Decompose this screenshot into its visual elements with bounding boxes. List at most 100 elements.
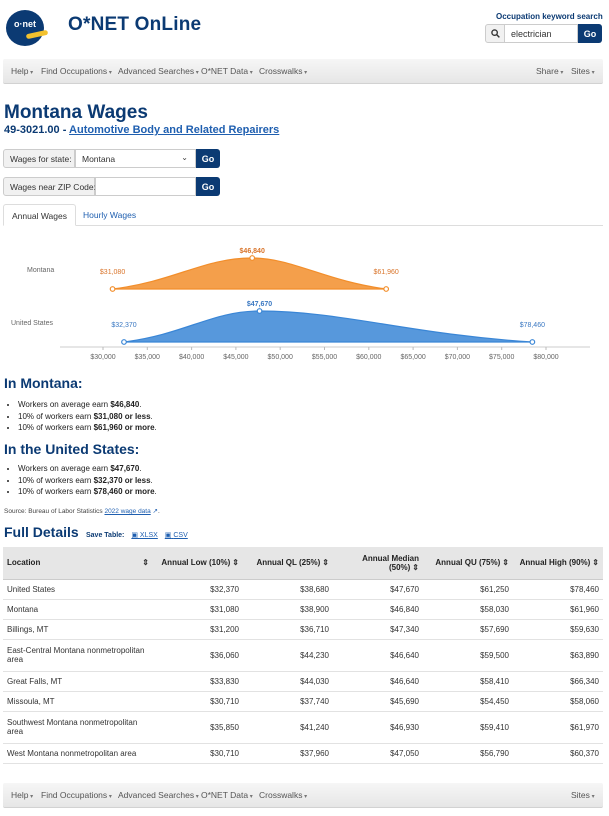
list-item: 10% of workers earn $78,460 or more. <box>18 486 157 498</box>
nav-advanced-searches[interactable]: Advanced Searches <box>118 66 199 76</box>
nav-sites[interactable]: Sites <box>571 66 595 76</box>
x-tick-label: $65,000 <box>400 354 425 361</box>
chevron-down-icon: ⌄ <box>181 153 188 162</box>
sort-icon: ⇕ <box>142 558 149 568</box>
table-row: Southwest Montana nonmetropolitan area $3… <box>3 711 603 744</box>
external-link-icon: ↗ <box>150 508 158 515</box>
col-annual-high[interactable]: Annual High (90%) ⇕ <box>513 547 603 580</box>
montana-heading: In Montana: <box>4 375 83 391</box>
row-value: $78,460 <box>513 579 603 600</box>
row-value: $30,710 <box>153 691 243 712</box>
nav-share[interactable]: Share <box>536 66 563 76</box>
row-location: Great Falls, MT <box>3 671 153 692</box>
nav-advanced-searches[interactable]: Advanced Searches <box>118 790 199 800</box>
data-point-median <box>256 308 263 314</box>
col-annual-qu[interactable]: Annual QU (75%) ⇕ <box>423 547 513 580</box>
occupation-line: 49-3021.00 - Automotive Body and Related… <box>4 124 279 136</box>
data-point-median <box>249 255 256 261</box>
row-value: $61,250 <box>423 579 513 600</box>
series-area-montana <box>112 257 387 290</box>
table-row: United States $32,370 $38,680 $47,670 $61,25… <box>3 579 603 600</box>
col-annual-ql[interactable]: Annual QL (25%) ⇕ <box>243 547 333 580</box>
col-annual-median[interactable]: Annual Median (50%) ⇕ <box>333 547 423 580</box>
row-value: $57,690 <box>423 619 513 640</box>
row-value: $66,340 <box>513 671 603 692</box>
sort-icon: ⇕ <box>322 558 329 568</box>
full-details-heading: Full Details <box>4 524 79 540</box>
row-value: $59,410 <box>423 711 513 744</box>
row-value: $46,640 <box>333 639 423 672</box>
us-facts: Workers on average earn $47,670. 10% of … <box>18 463 157 498</box>
nav-sites[interactable]: Sites <box>571 790 595 800</box>
series-label: Montana <box>27 267 54 274</box>
table-row: Billings, MT $31,200 $36,710 $47,340 $57,690… <box>3 619 603 640</box>
page-title: Montana Wages <box>4 102 148 123</box>
zip-input[interactable] <box>95 177 196 196</box>
row-value: $36,060 <box>153 639 243 672</box>
x-tick-label: $80,000 <box>533 354 558 361</box>
zip-go-button[interactable]: Go <box>196 177 220 196</box>
x-tick-label: $55,000 <box>312 354 337 361</box>
nav-onet-data[interactable]: O*NET Data <box>201 790 253 800</box>
occupation-code: 49-3021.00 - <box>4 124 70 136</box>
source-link[interactable]: 2022 wage data <box>104 508 151 515</box>
download-xlsx-link[interactable]: ▣ XLSX <box>131 532 158 539</box>
row-value: $37,740 <box>243 691 333 712</box>
data-point-low <box>121 339 127 345</box>
row-location: West Montana nonmetropolitan area <box>3 743 153 764</box>
row-value: $36,710 <box>243 619 333 640</box>
row-value: $58,410 <box>423 671 513 692</box>
occupation-link[interactable]: Automotive Body and Related Repairers <box>69 124 280 136</box>
table-row: East-Central Montana nonmetropolitan are… <box>3 639 603 672</box>
nav-find-occupations[interactable]: Find Occupations <box>41 790 112 800</box>
search-input[interactable] <box>505 24 578 43</box>
row-value: $47,340 <box>333 619 423 640</box>
sort-icon: ⇕ <box>592 558 599 568</box>
row-value: $37,960 <box>243 743 333 764</box>
nav-help[interactable]: Help <box>11 66 33 76</box>
file-icon: ▣ <box>131 532 138 539</box>
row-location: Missoula, MT <box>3 691 153 712</box>
row-value: $46,930 <box>333 711 423 744</box>
data-label-median: $47,670 <box>247 301 272 308</box>
data-label-low: $31,080 <box>100 269 125 276</box>
row-value: $44,230 <box>243 639 333 672</box>
nav-crosswalks[interactable]: Crosswalks <box>259 66 307 76</box>
zip-label: Wages near ZIP Code: <box>3 177 96 196</box>
x-tick-label: $75,000 <box>489 354 514 361</box>
data-label-high: $61,960 <box>374 269 399 276</box>
row-location: Montana <box>3 599 153 620</box>
search-label: Occupation keyword search <box>496 12 603 21</box>
row-value: $32,370 <box>153 579 243 600</box>
search-go-button[interactable]: Go <box>578 24 602 43</box>
download-csv-link[interactable]: ▣ CSV <box>164 532 188 539</box>
data-point-high <box>383 286 390 292</box>
nav-find-occupations[interactable]: Find Occupations <box>41 66 112 76</box>
row-value: $61,970 <box>513 711 603 744</box>
nav-crosswalks[interactable]: Crosswalks <box>259 790 307 800</box>
nav-onet-data[interactable]: O*NET Data <box>201 66 253 76</box>
state-select[interactable]: Montana ⌄ <box>75 149 196 168</box>
state-go-button[interactable]: Go <box>196 149 220 168</box>
row-value: $56,790 <box>423 743 513 764</box>
data-point-low <box>109 286 116 292</box>
col-annual-low[interactable]: Annual Low (10%) ⇕ <box>153 547 243 580</box>
tab-hourly-wages[interactable]: Hourly Wages <box>83 210 137 220</box>
top-nav: Help Find Occupations Advanced Searches … <box>3 59 603 84</box>
brand-title[interactable]: O*NET OnLine <box>68 14 202 35</box>
onet-logo[interactable]: o·net <box>6 10 49 46</box>
row-value: $30,710 <box>153 743 243 764</box>
row-value: $59,630 <box>513 619 603 640</box>
row-value: $41,240 <box>243 711 333 744</box>
x-tick-label: $30,000 <box>90 354 115 361</box>
col-location[interactable]: Location ⇕ <box>3 547 153 580</box>
tab-annual-wages[interactable]: Annual Wages <box>3 204 76 226</box>
sort-icon: ⇕ <box>502 558 509 568</box>
row-location: East-Central Montana nonmetropolitan are… <box>3 639 153 672</box>
series-label: United States <box>11 320 54 327</box>
data-label-median: $46,840 <box>240 248 265 255</box>
nav-help[interactable]: Help <box>11 790 33 800</box>
series-area-united-states <box>123 310 533 343</box>
row-value: $47,050 <box>333 743 423 764</box>
x-tick-label: $50,000 <box>268 354 293 361</box>
